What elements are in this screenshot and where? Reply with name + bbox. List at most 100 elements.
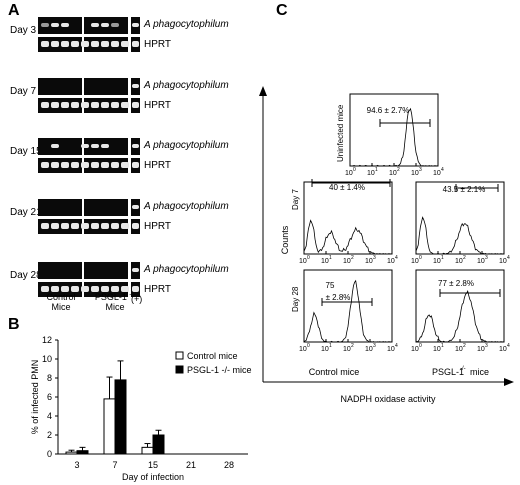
gel-band bbox=[91, 144, 99, 148]
hist-uninfected-tick-label: 10 bbox=[389, 170, 397, 177]
x-tick-label: 28 bbox=[224, 460, 234, 470]
gel-target-positive bbox=[131, 262, 140, 279]
hist-d7-psgl-value: 43.5 ± 2.1% bbox=[443, 185, 486, 194]
gel-band bbox=[61, 286, 69, 292]
legend-label: Control mice bbox=[187, 351, 238, 361]
gel-target-positive bbox=[131, 78, 140, 95]
day-label-1: Day 3 bbox=[10, 25, 37, 36]
gel-band bbox=[71, 41, 79, 47]
gel-band bbox=[111, 41, 119, 47]
c-col-control: Control mice bbox=[309, 367, 360, 377]
gel-band bbox=[91, 223, 99, 229]
gel-band bbox=[71, 162, 79, 168]
x-tick-label: 3 bbox=[74, 460, 79, 470]
gel-hprt-positive bbox=[131, 282, 140, 297]
x-tick-label: 7 bbox=[112, 460, 117, 470]
gel-band bbox=[81, 286, 89, 292]
gel-band bbox=[41, 286, 49, 292]
hist-d7-control-value: 40 ± 1.4% bbox=[329, 183, 365, 192]
gel-band bbox=[111, 23, 119, 27]
x-axis-label: Day of infection bbox=[122, 472, 184, 482]
gel-band bbox=[61, 102, 69, 108]
hist-d7-psgl-tick-label: 10 bbox=[411, 258, 419, 265]
gel-hprt bbox=[38, 37, 129, 52]
hist-d28-control-frame bbox=[303, 269, 393, 343]
gel-band bbox=[91, 162, 99, 168]
gene-label-target: A phagocytophilum bbox=[144, 201, 229, 212]
day-label-5: Day 28 bbox=[10, 270, 42, 281]
hist-d28-control-tick-exp: 1 bbox=[329, 343, 332, 349]
gel-band bbox=[61, 162, 69, 168]
hist-d7-control-tick-label: 10 bbox=[321, 258, 329, 265]
gel-band bbox=[121, 286, 129, 292]
gel-band bbox=[111, 102, 119, 108]
gel-band bbox=[71, 102, 79, 108]
y-tick-label: 6 bbox=[47, 392, 52, 402]
hist-d28-row: Day 28 bbox=[291, 286, 300, 312]
gel-band bbox=[121, 41, 129, 47]
hist-d28-psgl-tick-label: 10 bbox=[433, 346, 441, 353]
day-label-2: Day 7 bbox=[10, 86, 37, 97]
legend-swatch bbox=[175, 365, 184, 374]
hist-d28-psgl-tick-label: 10 bbox=[477, 346, 485, 353]
hist-d7-control-curve bbox=[303, 219, 393, 255]
hist-uninfected-value: 94.6 ± 2.7% bbox=[367, 106, 410, 115]
y-axis-label: % of infected PMN bbox=[30, 360, 40, 435]
gel-band bbox=[121, 162, 129, 168]
gel-divider bbox=[82, 78, 84, 95]
hist-d7-psgl-tick-label: 10 bbox=[477, 258, 485, 265]
gel-band bbox=[101, 223, 109, 229]
hist-d7-control-tick-exp: 1 bbox=[329, 255, 332, 261]
group-psgl-prefix: PSGL-1 bbox=[94, 292, 127, 302]
hist-d28-control-value1: 75 bbox=[326, 281, 335, 290]
group-control-line2: Mice bbox=[51, 302, 71, 312]
gel-band bbox=[132, 84, 139, 88]
hist-d28-control-tick-label: 10 bbox=[321, 346, 329, 353]
gel-band bbox=[51, 223, 59, 229]
gel-band bbox=[51, 23, 59, 27]
gel-band bbox=[61, 41, 69, 47]
x-tick-label: 15 bbox=[148, 460, 158, 470]
gene-label-target: A phagocytophilum bbox=[144, 19, 229, 30]
group-label-positive: (+) bbox=[131, 294, 143, 304]
gel-band bbox=[61, 23, 69, 27]
gel-hprt bbox=[38, 158, 129, 173]
gel-band bbox=[51, 162, 59, 168]
gel-band bbox=[91, 286, 99, 292]
gel-hprt-positive bbox=[131, 158, 140, 173]
gel-band bbox=[101, 144, 109, 148]
gel-target bbox=[38, 262, 128, 279]
gel-band bbox=[101, 286, 109, 292]
hist-d7-psgl-tick-label: 10 bbox=[455, 258, 463, 265]
gel-band bbox=[111, 223, 119, 229]
hist-d28-psgl-tick-label: 10 bbox=[455, 346, 463, 353]
hist-uninfected-tick-label: 10 bbox=[411, 170, 419, 177]
gel-target bbox=[38, 78, 128, 95]
gel-hprt bbox=[38, 219, 129, 234]
gene-label-hprt: HPRT bbox=[144, 100, 172, 111]
hist-uninfected-curve bbox=[350, 107, 439, 167]
gene-label-target: A phagocytophilum bbox=[144, 264, 229, 275]
hist-d7-control-tick-label: 10 bbox=[343, 258, 351, 265]
panel-letter-c: C bbox=[276, 2, 288, 19]
hist-d7-control-tick-label: 10 bbox=[299, 258, 307, 265]
gene-label-target: A phagocytophilum bbox=[144, 140, 229, 151]
gel-band bbox=[111, 162, 119, 168]
group-label-control: Control Mice bbox=[38, 292, 84, 312]
gel-target bbox=[38, 17, 128, 34]
panel-letter-a: A bbox=[8, 2, 20, 19]
hist-d7-psgl-tick-exp: 2 bbox=[463, 255, 466, 261]
gel-band bbox=[91, 23, 99, 27]
hist-d28-psgl-curve bbox=[415, 290, 505, 343]
gel-band bbox=[132, 23, 139, 27]
hist-d7-psgl-tick-exp: 4 bbox=[507, 255, 510, 261]
c-col-psgl-suffix: mice bbox=[470, 367, 489, 377]
group-psgl-line2: Mice bbox=[105, 302, 125, 312]
hist-d7-psgl-tick-exp: 0 bbox=[419, 255, 422, 261]
hist-d28-psgl-tick-exp: 0 bbox=[419, 343, 422, 349]
gel-divider bbox=[82, 199, 84, 216]
hist-d7-control-tick-exp: 3 bbox=[373, 255, 376, 261]
group-control-line1: Control bbox=[46, 292, 76, 302]
gel-band bbox=[132, 205, 139, 209]
hist-d7-psgl-tick-label: 10 bbox=[433, 258, 441, 265]
